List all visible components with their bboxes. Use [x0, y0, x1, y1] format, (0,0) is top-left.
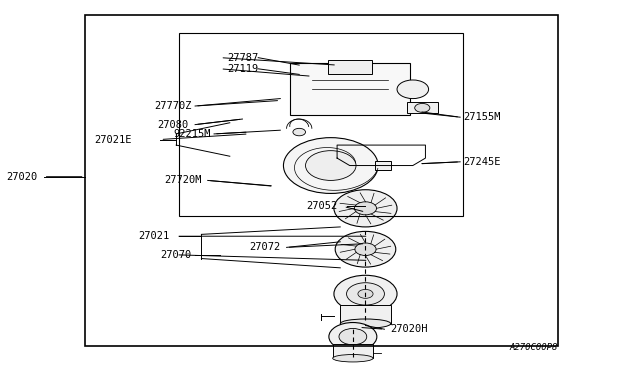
Bar: [328, 60, 372, 74]
Circle shape: [397, 80, 429, 99]
Circle shape: [293, 128, 305, 136]
Text: 27245E: 27245E: [463, 157, 501, 167]
Ellipse shape: [340, 319, 391, 328]
Circle shape: [334, 275, 397, 312]
Bar: [84, 15, 558, 346]
Circle shape: [305, 151, 356, 180]
Circle shape: [355, 202, 376, 215]
Text: 27070: 27070: [161, 250, 192, 260]
Text: 27021: 27021: [139, 231, 170, 241]
Bar: [333, 344, 373, 358]
Text: 27720M: 27720M: [164, 176, 202, 185]
Bar: [406, 102, 438, 113]
Circle shape: [415, 103, 430, 112]
Bar: [290, 63, 410, 115]
Circle shape: [355, 243, 376, 256]
Circle shape: [339, 328, 367, 345]
Circle shape: [334, 190, 397, 227]
Bar: [179, 33, 463, 216]
Bar: [375, 161, 391, 170]
Text: 27021E: 27021E: [95, 135, 132, 144]
Text: 27020: 27020: [6, 172, 37, 182]
Text: 27770Z: 27770Z: [154, 101, 192, 111]
Text: 92215M: 92215M: [173, 129, 211, 139]
Text: 27155M: 27155M: [463, 112, 501, 122]
Text: 27119: 27119: [227, 64, 258, 74]
Text: A270C00P8: A270C00P8: [509, 343, 558, 352]
Circle shape: [284, 138, 378, 193]
Text: 27080: 27080: [157, 120, 189, 129]
Text: 27072: 27072: [249, 243, 280, 252]
Text: 27052: 27052: [306, 202, 337, 211]
Circle shape: [335, 231, 396, 267]
Text: 27020H: 27020H: [391, 324, 428, 334]
Circle shape: [346, 283, 385, 305]
Text: 27787: 27787: [227, 53, 258, 62]
Bar: [340, 305, 391, 324]
Circle shape: [358, 289, 373, 298]
Circle shape: [329, 323, 377, 351]
Ellipse shape: [333, 355, 373, 362]
